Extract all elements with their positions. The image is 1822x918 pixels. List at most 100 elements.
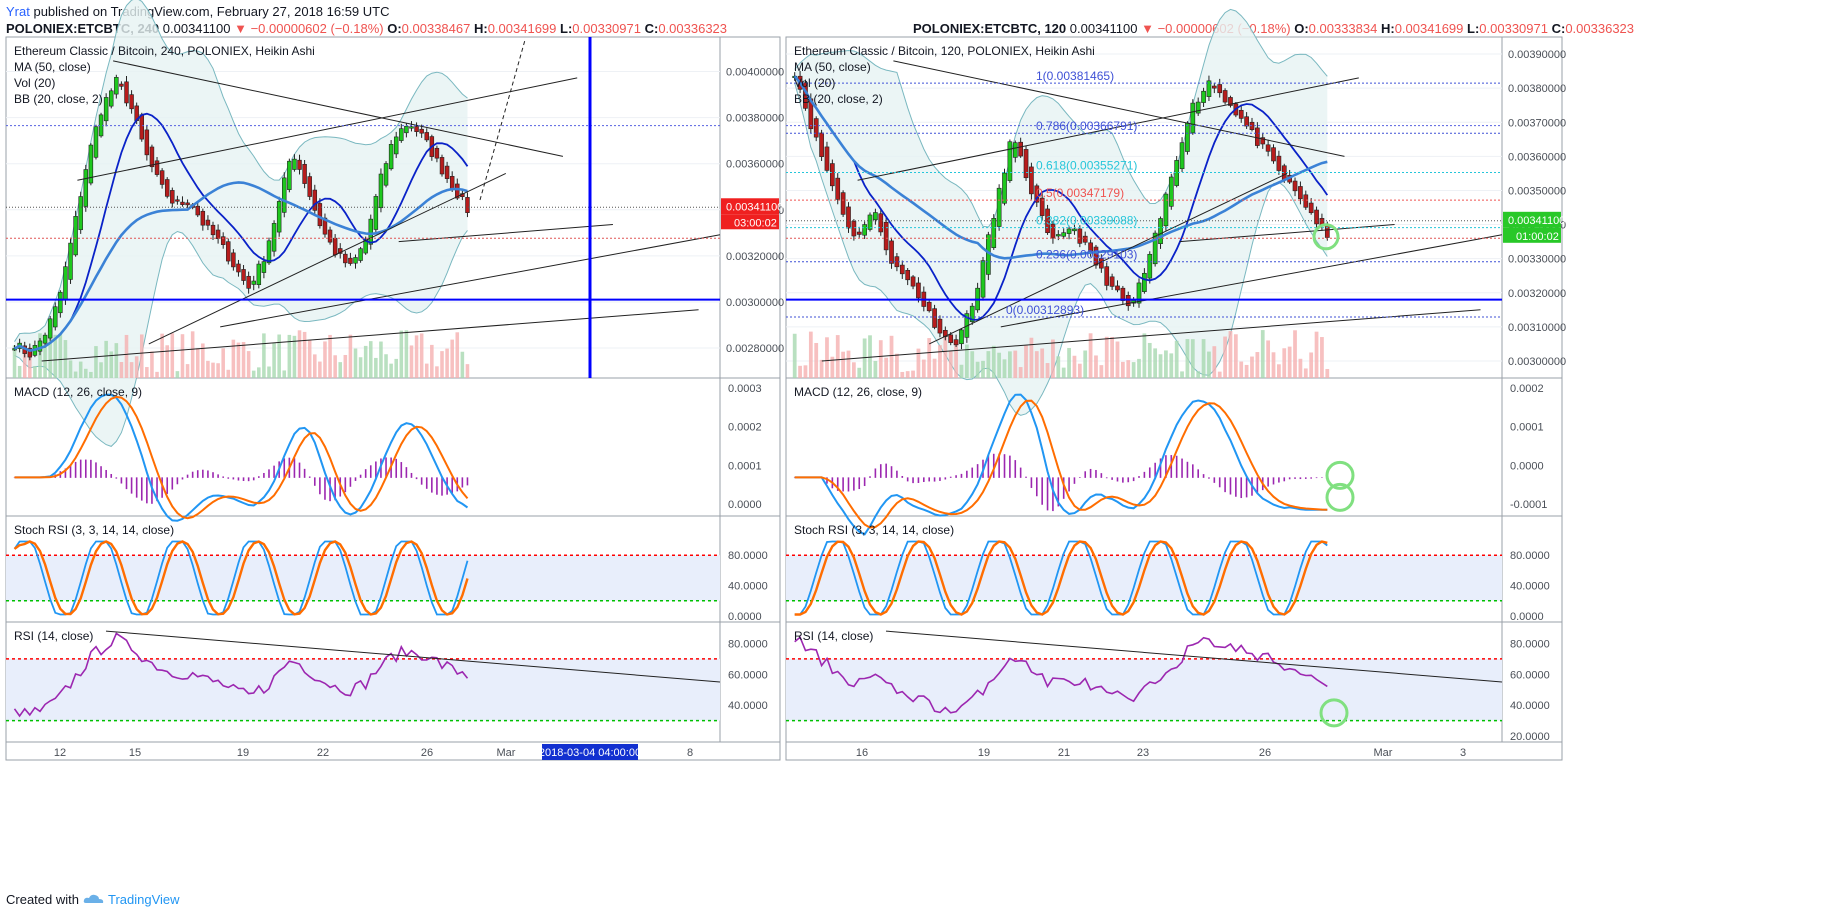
right-candle-body [1018, 141, 1023, 157]
right-rsi-line [794, 635, 1328, 714]
right-volume-bar [808, 331, 813, 378]
fib-level-label: 0.382(0.00339088) [1036, 214, 1137, 228]
right-macd-histogram-bar [1170, 455, 1173, 478]
right-x-tick: 16 [856, 747, 868, 759]
left-volume-bar [272, 343, 276, 378]
left-stoch-tick: 40.0000 [728, 581, 768, 593]
left-x-tick: 26 [421, 747, 433, 759]
left-volume-bar [389, 363, 393, 378]
left-candle-body [88, 144, 94, 184]
right-candle-body [905, 270, 911, 281]
left-candle-body [103, 97, 109, 122]
right-legend-item: MA (50, close) [794, 60, 871, 74]
right-volume-bar [1217, 371, 1222, 378]
left-macd-line [14, 393, 469, 522]
left-candle-body [27, 348, 33, 358]
right-macd-histogram-bar [955, 475, 957, 478]
right-volume-bar [1131, 362, 1136, 378]
right-macd-histogram-bar [879, 464, 882, 478]
right-macd-tick: 0.0001 [1510, 422, 1544, 434]
right-candle-body [1206, 80, 1212, 97]
left-time-badge [721, 214, 779, 230]
left-volume-bar [368, 341, 373, 378]
right-legend-item: Vol (20) [794, 76, 835, 90]
left-macd-histogram-bar [247, 477, 250, 482]
left-projection-dashed [479, 39, 526, 201]
left-candle-body [124, 81, 129, 104]
right-macd-histogram-bar [917, 477, 920, 483]
right-macd-histogram-bar [1046, 477, 1049, 511]
right-volume-bar [825, 337, 829, 378]
left-price-tick: 0.00400000 [726, 67, 784, 79]
left-candle-body [58, 291, 63, 314]
right-x-tick: 3 [1460, 747, 1466, 759]
right-volume-bar [1013, 350, 1018, 378]
left-candle-body [424, 132, 429, 141]
left-macd-histogram-bar [400, 462, 403, 478]
right-volume-bar [803, 365, 808, 378]
right-macd-histogram-bar [890, 466, 893, 478]
right-candle-body [1050, 223, 1056, 239]
left-macd-histogram-bar [283, 458, 286, 478]
left-macd-histogram-bar [431, 477, 433, 493]
right-volume-bar [1056, 356, 1061, 378]
left-volume-bar [99, 362, 103, 378]
right-macd-histogram-bar [863, 477, 866, 487]
left-volume-bar [236, 342, 241, 378]
right-candle-body [1002, 172, 1007, 204]
left-volume-bar [251, 370, 256, 378]
right-macd-histogram-bar [1304, 477, 1307, 479]
right-candle-body [1222, 90, 1228, 103]
right-candle-body [1007, 141, 1013, 181]
fib-level-label: 0.618(0.00355271) [1036, 158, 1137, 172]
left-volume-bar [394, 358, 398, 378]
right-volume-bar [959, 364, 964, 378]
right-candle-body [1260, 137, 1266, 145]
right-volume-bar [932, 358, 937, 378]
right-macd-histogram-bar [933, 477, 936, 482]
right-candle-body [980, 260, 986, 298]
left-candle-body [108, 90, 114, 107]
left-volume-bar [180, 334, 185, 378]
right-candle-body [1255, 127, 1260, 146]
right-candle-body [1276, 155, 1282, 171]
publisher-user-link[interactable]: Yrat [6, 4, 30, 19]
right-macd-histogram-bar [1132, 477, 1135, 482]
left-candle-body [139, 114, 145, 140]
left-candle-body [292, 158, 297, 170]
right-volume-bar [884, 357, 889, 378]
footer-tradingview-link[interactable]: TradingView [108, 892, 180, 907]
right-macd-histogram-bar [1019, 467, 1022, 478]
right-macd-histogram-bar [1240, 477, 1243, 499]
right-volume-bar [1067, 347, 1071, 378]
left-price-tick: 0.00360000 [726, 159, 784, 171]
right-volume-bar [1110, 336, 1114, 378]
left-macd-histogram-bar [258, 476, 260, 478]
left-macd-histogram-bar [324, 477, 326, 500]
right-volume-bar [1190, 339, 1195, 378]
right-volume-bar [1303, 368, 1308, 378]
right-ma-50 [793, 75, 1328, 260]
left-volume-bar [343, 354, 348, 378]
left-stoch-band [6, 555, 720, 601]
right-macd-signal [794, 399, 1328, 529]
right-volume-bar [905, 371, 910, 378]
right-candle-body [889, 240, 894, 264]
left-price-badge [721, 198, 779, 215]
left-candle-body [241, 269, 246, 281]
left-candle-body [114, 77, 119, 95]
left-candle-body [83, 169, 89, 207]
right-stoch-k [794, 540, 1328, 616]
left-macd-histogram-bar [451, 477, 453, 494]
right-volume-bar [889, 335, 894, 378]
right-candle-body [1168, 176, 1174, 207]
left-volume-bar [201, 343, 205, 378]
right-frame [785, 36, 1563, 761]
right-x-tick: 19 [978, 747, 990, 759]
right-candle-body [1244, 116, 1249, 127]
right-price-badge [1503, 211, 1561, 228]
left-volume-bar [170, 333, 175, 378]
left-volume-bar [145, 367, 149, 378]
right-macd-histogram-bar [960, 473, 963, 478]
